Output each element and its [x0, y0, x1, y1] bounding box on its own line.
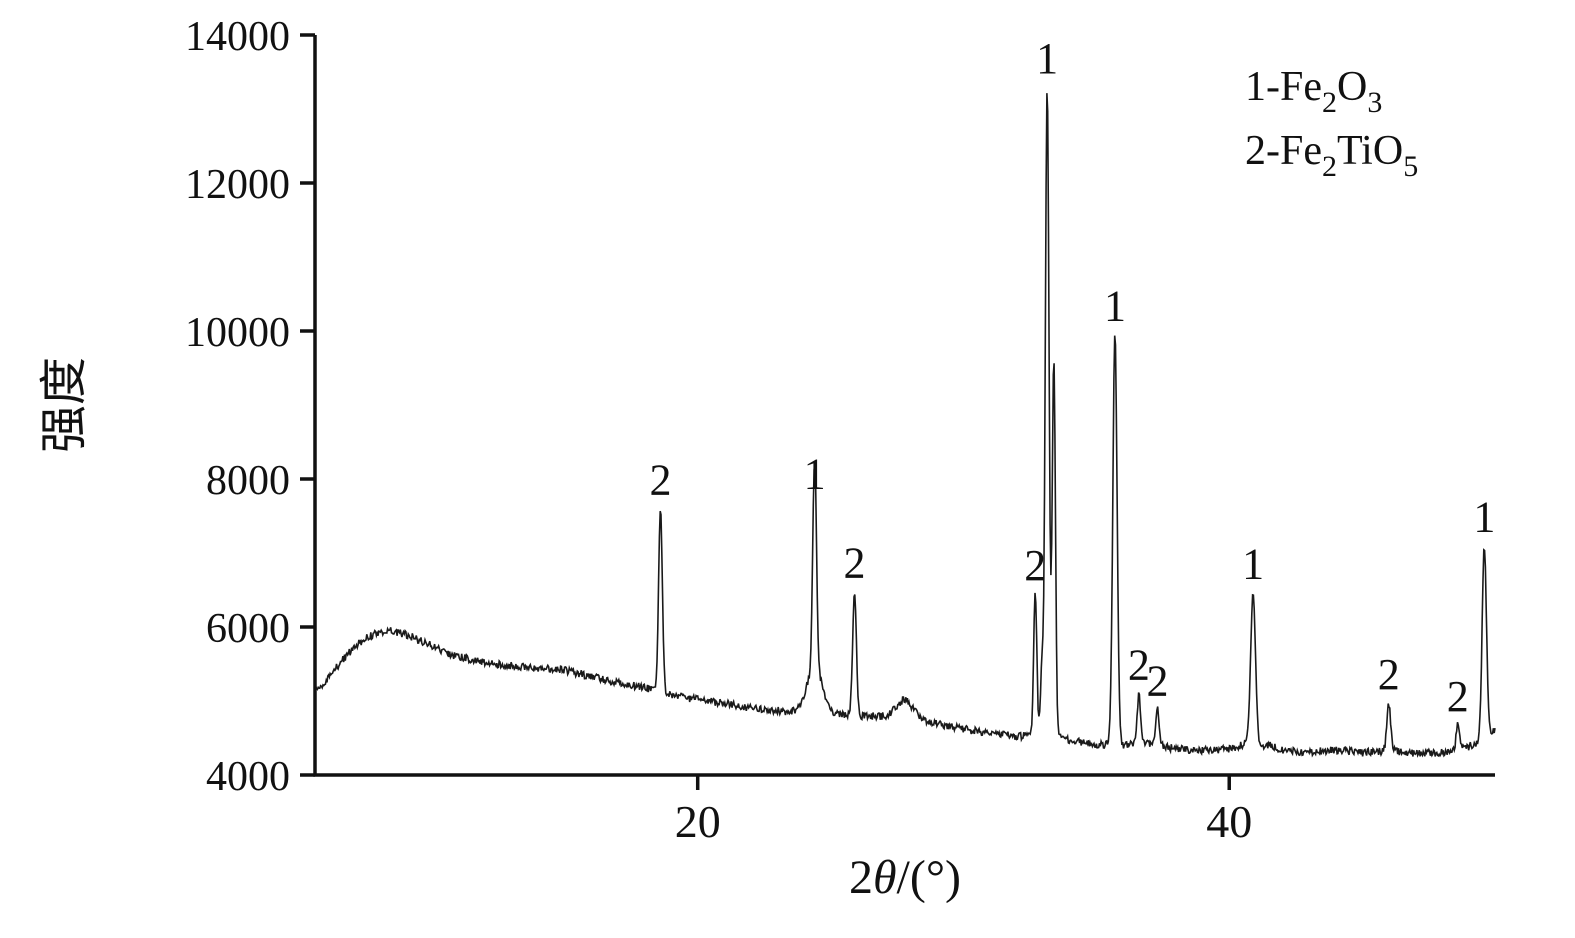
legend-entry: 2-Fe2TiO5	[1245, 128, 1418, 183]
legend: 1-Fe2O3 2-Fe2TiO5	[1245, 64, 1418, 183]
y-tick-label: 12000	[185, 162, 290, 208]
y-tick-label: 10000	[185, 310, 290, 356]
peak-label: 1	[1473, 493, 1495, 542]
y-tick-label: 6000	[206, 606, 290, 652]
peak-label: 2	[649, 456, 671, 505]
y-tick-label: 4000	[206, 754, 290, 800]
x-tick-label: 40	[1206, 796, 1252, 847]
x-tick-label: 20	[675, 796, 721, 847]
peak-label: 1	[1036, 34, 1058, 83]
peak-label: 2	[844, 538, 866, 587]
peak-label: 2	[1146, 656, 1168, 705]
peak-label: 2	[1128, 641, 1150, 690]
peak-label: 2	[1378, 650, 1400, 699]
peak-label: 2	[1447, 672, 1469, 721]
peak-label: 2	[1024, 541, 1046, 590]
peak-label: 1	[1104, 281, 1126, 330]
legend-entry: 1-Fe2O3	[1245, 64, 1382, 119]
x-axis-label: 2θ/(°)	[849, 851, 961, 904]
peak-label: 1	[804, 450, 826, 499]
xrd-trace	[314, 93, 1496, 758]
peak-label: 1	[1242, 540, 1264, 589]
y-tick-label: 14000	[185, 14, 290, 60]
y-axis-label: 强度	[38, 357, 91, 453]
x-axis-label-text: 2θ/(°)	[849, 851, 961, 904]
y-tick-label: 8000	[206, 458, 290, 504]
